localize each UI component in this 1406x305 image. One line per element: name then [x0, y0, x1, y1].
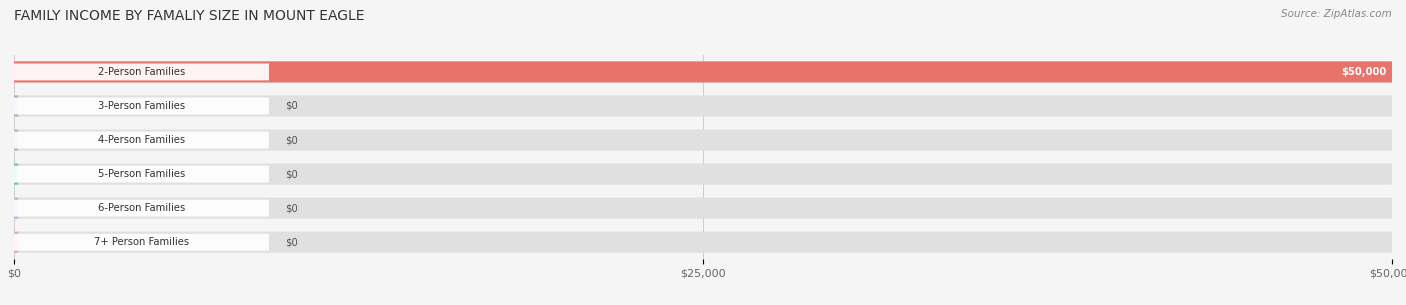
FancyBboxPatch shape — [14, 63, 269, 81]
FancyBboxPatch shape — [14, 95, 18, 117]
FancyBboxPatch shape — [14, 131, 269, 149]
FancyBboxPatch shape — [14, 61, 1392, 82]
Text: 2-Person Families: 2-Person Families — [98, 67, 186, 77]
Text: 4-Person Families: 4-Person Families — [98, 135, 186, 145]
Text: 5-Person Families: 5-Person Families — [98, 169, 186, 179]
Text: $0: $0 — [285, 237, 298, 247]
FancyBboxPatch shape — [14, 166, 269, 183]
FancyBboxPatch shape — [14, 200, 269, 217]
Text: Source: ZipAtlas.com: Source: ZipAtlas.com — [1281, 9, 1392, 19]
Text: 3-Person Families: 3-Person Families — [98, 101, 186, 111]
Text: $0: $0 — [285, 101, 298, 111]
Text: $0: $0 — [285, 169, 298, 179]
FancyBboxPatch shape — [14, 198, 18, 219]
Text: $0: $0 — [285, 203, 298, 213]
Text: 7+ Person Families: 7+ Person Families — [94, 237, 188, 247]
Text: FAMILY INCOME BY FAMALIY SIZE IN MOUNT EAGLE: FAMILY INCOME BY FAMALIY SIZE IN MOUNT E… — [14, 9, 364, 23]
FancyBboxPatch shape — [14, 163, 1392, 185]
Text: $0: $0 — [285, 135, 298, 145]
FancyBboxPatch shape — [14, 130, 18, 151]
FancyBboxPatch shape — [14, 130, 1392, 151]
FancyBboxPatch shape — [14, 234, 269, 251]
FancyBboxPatch shape — [14, 95, 1392, 117]
FancyBboxPatch shape — [14, 163, 18, 185]
Text: $50,000: $50,000 — [1341, 67, 1386, 77]
FancyBboxPatch shape — [14, 98, 269, 114]
Text: 6-Person Families: 6-Person Families — [98, 203, 186, 213]
FancyBboxPatch shape — [14, 232, 18, 253]
FancyBboxPatch shape — [14, 232, 1392, 253]
FancyBboxPatch shape — [14, 61, 1392, 82]
FancyBboxPatch shape — [14, 198, 1392, 219]
